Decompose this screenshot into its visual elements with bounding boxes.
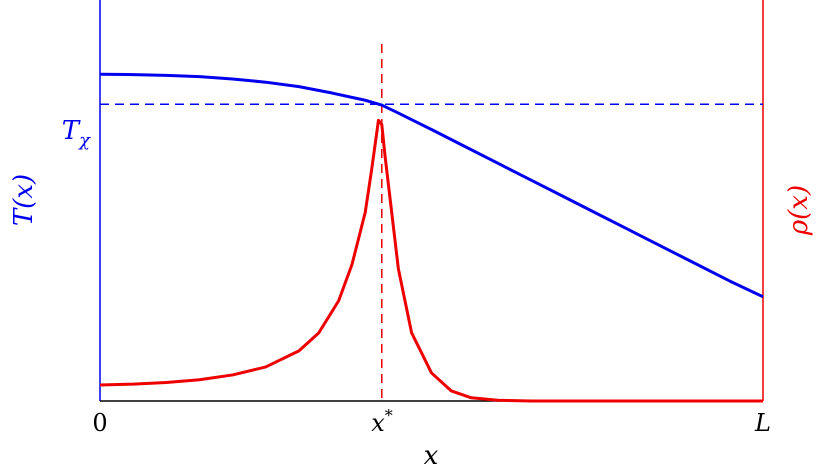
y-axis-label-left: T(x)	[9, 174, 39, 226]
x-tick-label-L: L	[754, 409, 771, 437]
x-tick-label-0: 0	[92, 409, 107, 437]
y-tick-label-Tchi: Tχ	[62, 116, 91, 151]
series-line-T	[99, 72, 764, 299]
y-axis-label-right: ρ(x)	[784, 185, 814, 236]
series-line-rho	[99, 118, 763, 403]
x-tick-label-xstar: x*	[371, 406, 393, 437]
x-axis-label: x	[424, 441, 439, 471]
